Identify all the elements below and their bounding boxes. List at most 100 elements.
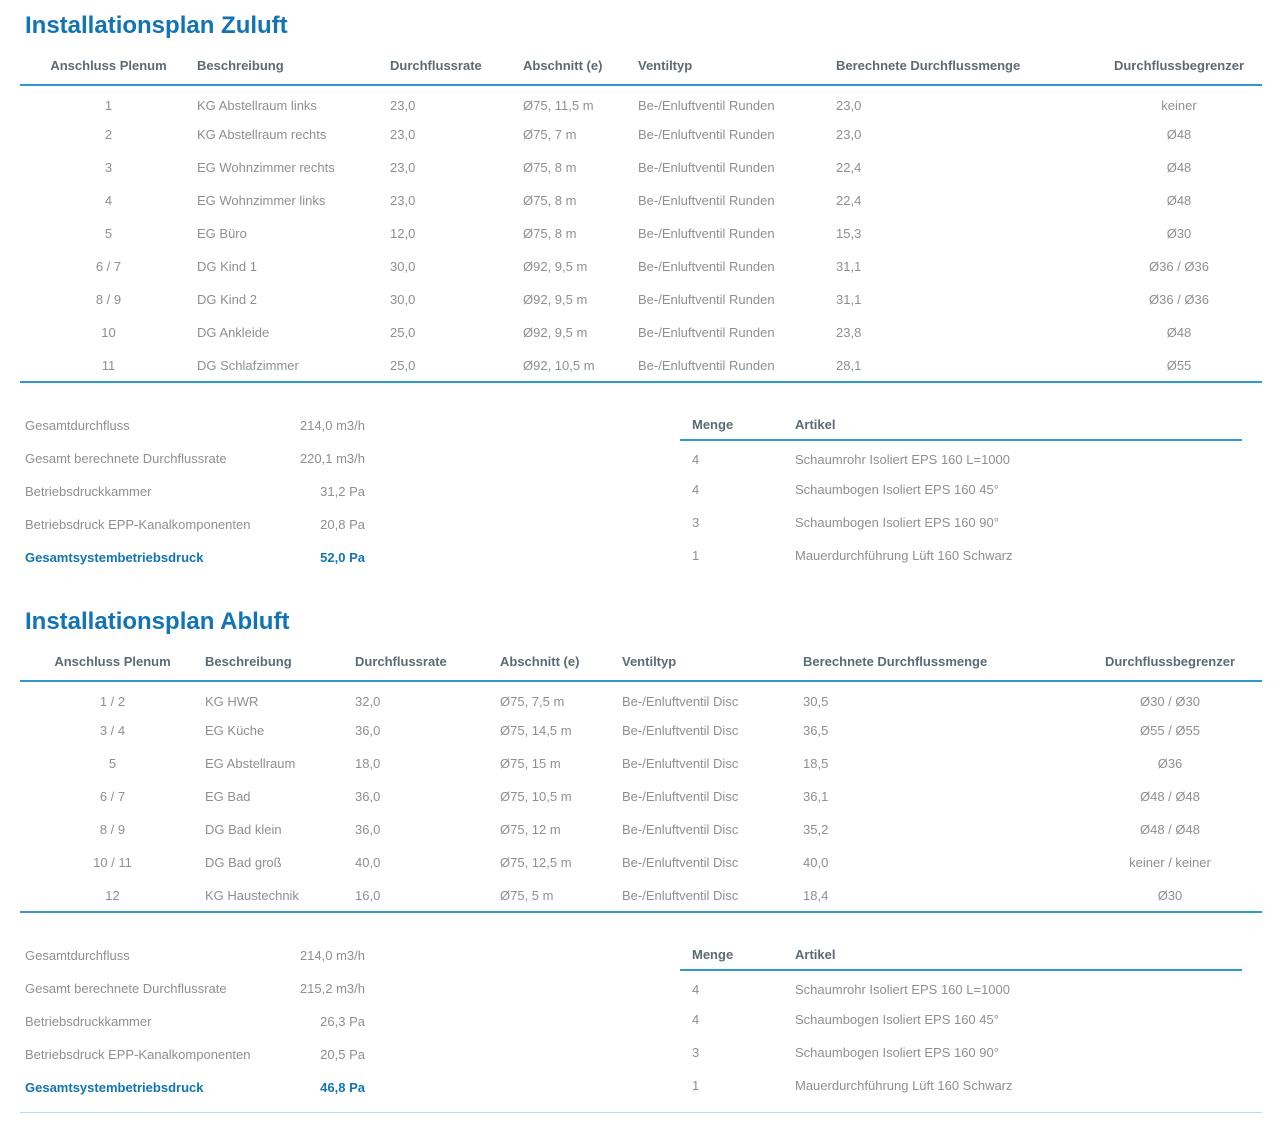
table-cell: 23,0 (390, 127, 416, 142)
column-header: Durchflussbegrenzer (1096, 42, 1262, 86)
summary-value: 214,0 m3/h (299, 418, 365, 433)
summary-value: 215,2 m3/h (299, 981, 365, 996)
table-cell: 32,0 (355, 693, 381, 709)
table-cell: Ø75, 10,5 m (500, 789, 572, 804)
table-row: 3 Schaumbogen Isoliert EPS 160 90° (680, 1036, 1242, 1069)
table-cell: 25,0 (390, 357, 416, 373)
column-header: Abschnitt (e) (500, 638, 622, 682)
table-cell: 36,0 (355, 723, 381, 738)
abluft-summary-block: Gesamtdurchfluss 214,0 m3/h Gesamt berechn… (0, 939, 680, 1104)
table-cell: 36,0 (355, 789, 381, 804)
table-row: 6 / 7 EG Bad 36,0 Ø75, 10,5 m Be-/Enluftvent… (20, 780, 1262, 813)
table-cell: Be-/Enluftventil Disc (622, 887, 739, 903)
table-cell: EG Wohnzimmer rechts (197, 160, 335, 175)
section-title-zuluft: Installationsplan Zuluft (25, 12, 288, 39)
table-cell: 12 (105, 887, 120, 903)
table-cell: 8 / 9 (99, 822, 126, 837)
summary-label: Gesamt berechnete Durchflussrate (25, 451, 227, 466)
table-cell: 1 (692, 1078, 700, 1093)
summary-label: Betriebsdruck EPP-Kanalkomponenten (25, 1047, 251, 1062)
column-header: Artikel (795, 409, 1242, 441)
table-cell: 40,0 (355, 855, 381, 870)
summary-row: Gesamt berechnete Durchflussrate 220,1 m3… (25, 442, 680, 475)
table-cell: Ø75, 8 m (523, 193, 577, 208)
table-cell: 1 (104, 97, 113, 113)
summary-value: 26,3 Pa (320, 1014, 365, 1029)
table-cell: Ø55 (1166, 357, 1192, 373)
summary-label: Betriebsdruck EPP-Kanalkomponenten (25, 517, 251, 532)
table-cell: Ø75, 12 m (500, 822, 561, 837)
table-cell: 10 (101, 325, 116, 340)
summary-label: Gesamtdurchfluss (25, 948, 130, 963)
table-cell: 22,4 (836, 160, 862, 175)
table-cell: EG Abstellraum (205, 756, 296, 771)
table-cell: DG Kind 1 (197, 259, 257, 274)
articles-header-row: Menge Artikel (680, 939, 1242, 971)
table-body: 1 / 2 KG HWR 32,0 Ø75, 7,5 m Be-/Enluftventi… (20, 681, 1262, 912)
table-cell: 36,0 (355, 822, 381, 837)
zuluft-articles-table: Menge Artikel 4 Schaumrohr Isoliert EPS 16… (680, 409, 1242, 572)
table-row: 1 Mauerdurchführung Lüft 160 Schwarz (680, 539, 1242, 572)
summary-value: 220,1 m3/h (299, 451, 365, 466)
column-header: Anschluss Plenum (20, 638, 205, 682)
table-cell: Ø48 (1166, 160, 1192, 175)
summary-value: 31,2 Pa (320, 484, 365, 499)
table-cell: 1 (692, 548, 700, 563)
table-cell: 23,0 (390, 193, 416, 208)
table-cell: 4 (692, 482, 700, 497)
section-title-abluft: Installationsplan Abluft (25, 608, 290, 635)
column-header: Durchflussbegrenzer (1078, 638, 1262, 682)
column-header: Menge (680, 939, 795, 971)
table-cell: KG Haustechnik (205, 887, 299, 903)
table-row: 10 DG Ankleide 25,0 Ø92, 9,5 m Be-/Enluftven… (20, 316, 1262, 349)
table-cell: Ø75, 14,5 m (500, 723, 572, 738)
table-cell: Be-/Enluftventil Disc (622, 756, 739, 771)
column-header: Menge (680, 409, 795, 441)
table-row: 10 / 11 DG Bad groß 40,0 Ø75, 12,5 m Be-/Enl… (20, 846, 1262, 879)
table-cell: 18,0 (355, 756, 381, 771)
table-cell: Mauerdurchführung Lüft 160 Schwarz (795, 1078, 1013, 1093)
summary-row: Betriebsdruckkammer 26,3 Pa (25, 1005, 680, 1038)
table-row: 5 EG Büro 12,0 Ø75, 8 m Be-/Enluftventil Run… (20, 217, 1262, 250)
table-cell: Be-/Enluftventil Disc (622, 855, 739, 870)
table-header-row: Anschluss Plenum Beschreibung Durchflussra… (20, 638, 1262, 682)
table-header: Anschluss Plenum Beschreibung Durchflussra… (20, 638, 1262, 682)
table-cell: DG Kind 2 (197, 292, 257, 307)
table-cell: Be-/Enluftventil Disc (622, 693, 739, 709)
table-cell: Ø92, 9,5 m (523, 259, 588, 274)
table-cell: 3 (692, 515, 700, 530)
table-cell: 23,0 (836, 97, 862, 113)
table-cell: Be-/Enluftventil Runden (638, 357, 775, 373)
table-cell: 40,0 (803, 855, 829, 870)
summary-value: 52,0 Pa (320, 550, 365, 565)
table-cell: keiner / keiner (1129, 855, 1211, 870)
table-cell: 25,0 (390, 325, 416, 340)
table-cell: 6 / 7 (99, 789, 126, 804)
summary-row: Gesamtdurchfluss 214,0 m3/h (25, 409, 680, 442)
table-row: 1 / 2 KG HWR 32,0 Ø75, 7,5 m Be-/Enluftventi… (20, 681, 1262, 714)
table-row: 1 KG Abstellraum links 23,0 Ø75, 11,5 m Be-/… (20, 85, 1262, 118)
table-cell: 31,1 (836, 292, 862, 307)
table-cell: Schaumbogen Isoliert EPS 160 90° (795, 1045, 999, 1060)
table-cell: Be-/Enluftventil Runden (638, 226, 775, 241)
table-cell: Be-/Enluftventil Runden (638, 292, 775, 307)
table-row: 4 Schaumrohr Isoliert EPS 160 L=1000 (680, 440, 1242, 473)
column-header: Durchflussrate (355, 638, 500, 682)
table-cell: 3 (104, 160, 113, 175)
articles-body: 4 Schaumrohr Isoliert EPS 160 L=1000 4 Scha… (680, 970, 1242, 1102)
table-cell: DG Bad klein (205, 822, 282, 837)
table-cell: 2 (104, 127, 113, 142)
table-cell: Be-/Enluftventil Runden (638, 193, 775, 208)
table-header-row: Anschluss Plenum Beschreibung Durchflussra… (20, 42, 1262, 86)
table-cell: Ø92, 9,5 m (523, 292, 588, 307)
table-cell: Schaumbogen Isoliert EPS 160 45° (795, 1012, 999, 1027)
summary-row: Gesamtdurchfluss 214,0 m3/h (25, 939, 680, 972)
table-cell: 3 (692, 1045, 700, 1060)
column-header: Berechnete Durchflussmenge (836, 42, 1096, 86)
table-cell: 4 (692, 451, 700, 467)
column-header: Ventiltyp (622, 638, 803, 682)
table-cell: Be-/Enluftventil Disc (622, 789, 739, 804)
table-row: 3 / 4 EG Küche 36,0 Ø75, 14,5 m Be-/Enluftve… (20, 714, 1262, 747)
table-row: 4 Schaumbogen Isoliert EPS 160 45° (680, 1003, 1242, 1036)
table-cell: Ø48 / Ø48 (1140, 789, 1200, 804)
